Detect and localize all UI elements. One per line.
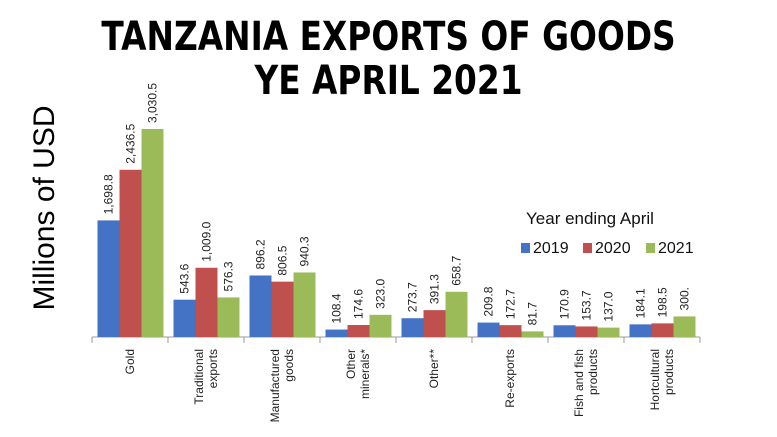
data-label: 3,030.5: [146, 83, 160, 123]
category-label: Fish and fish: [572, 349, 586, 417]
data-label: 81.7: [526, 302, 540, 326]
data-label: 273.7: [406, 282, 420, 312]
legend-label-2021: 2021: [658, 240, 694, 257]
category-label: Hortcultural: [648, 349, 662, 410]
legend-title: Year ending April: [526, 209, 654, 228]
data-label: 137.0: [602, 291, 616, 321]
bar-2020-0: [119, 169, 142, 337]
bar-2020-4: [423, 310, 446, 337]
data-label: 184.1: [634, 288, 648, 318]
data-label: 209.8: [482, 286, 496, 316]
data-label: 391.3: [428, 274, 442, 304]
legend-swatch-2020: [583, 243, 592, 253]
data-label: 198.5: [656, 287, 670, 317]
data-label: 170.9: [558, 289, 572, 319]
data-label: 2,436.5: [124, 123, 138, 163]
data-label: 658.7: [450, 255, 464, 285]
bar-2021-6: [597, 327, 620, 337]
category-label: products: [586, 349, 600, 395]
chart-title-line-1: TANZANIA EXPORTS OF GOODS: [101, 14, 676, 60]
data-label: 172.7: [504, 289, 518, 319]
bar-2020-7: [651, 323, 674, 337]
legend-swatch-2021: [646, 243, 655, 253]
bar-2021-2: [293, 272, 316, 337]
bar-2019-6: [553, 325, 576, 337]
data-label: 940.3: [298, 236, 312, 266]
legend-swatch-2019: [521, 243, 530, 253]
data-label: 1,698.8: [102, 174, 116, 214]
bar-2019-3: [325, 329, 348, 337]
bar-2020-5: [499, 325, 522, 337]
data-label: 896.2: [254, 239, 268, 269]
bar-2021-1: [217, 297, 240, 337]
bar-2021-3: [369, 314, 392, 337]
category-label: Gold: [123, 349, 137, 374]
bar-2020-2: [271, 281, 294, 337]
data-label: 576.3: [222, 261, 236, 291]
data-label: 300.: [678, 287, 692, 310]
bar-2020-3: [347, 325, 370, 337]
category-label: Other: [344, 349, 358, 379]
bar-2020-1: [195, 267, 218, 337]
bar-2021-7: [673, 316, 696, 337]
legend-label-2019: 2019: [533, 240, 569, 257]
bar-2020-6: [575, 326, 598, 337]
category-label: goods: [282, 349, 296, 382]
category-label: exports: [206, 349, 220, 388]
bar-2019-4: [401, 318, 424, 337]
bar-2021-0: [141, 129, 164, 337]
bar-2019-5: [477, 322, 500, 337]
bar-2021-5: [521, 331, 544, 337]
bar-2019-2: [249, 275, 272, 337]
data-label: 1,009.0: [200, 221, 214, 261]
bar-2019-0: [97, 220, 120, 337]
bar-2019-7: [629, 324, 652, 337]
legend-label-2020: 2020: [595, 240, 631, 257]
category-label: products: [662, 349, 676, 395]
data-label: 108.4: [330, 293, 344, 323]
data-label: 543.6: [178, 263, 192, 293]
bar-2021-4: [445, 291, 468, 337]
data-label: 174.6: [352, 289, 366, 319]
category-label: Re-exports: [503, 349, 517, 408]
bar-2019-1: [173, 299, 196, 337]
y-axis-label: Millions of USD: [28, 105, 61, 310]
category-label: Other**: [427, 349, 441, 389]
data-label: 806.5: [276, 245, 290, 275]
data-label: 153.7: [580, 290, 594, 320]
data-label: 323.0: [374, 278, 388, 308]
category-label: minerals*: [358, 349, 372, 399]
category-label: Traditional: [192, 349, 206, 405]
category-label: Manufactured: [268, 349, 282, 422]
chart-title-line-2: YE APRIL 2021: [254, 58, 523, 104]
